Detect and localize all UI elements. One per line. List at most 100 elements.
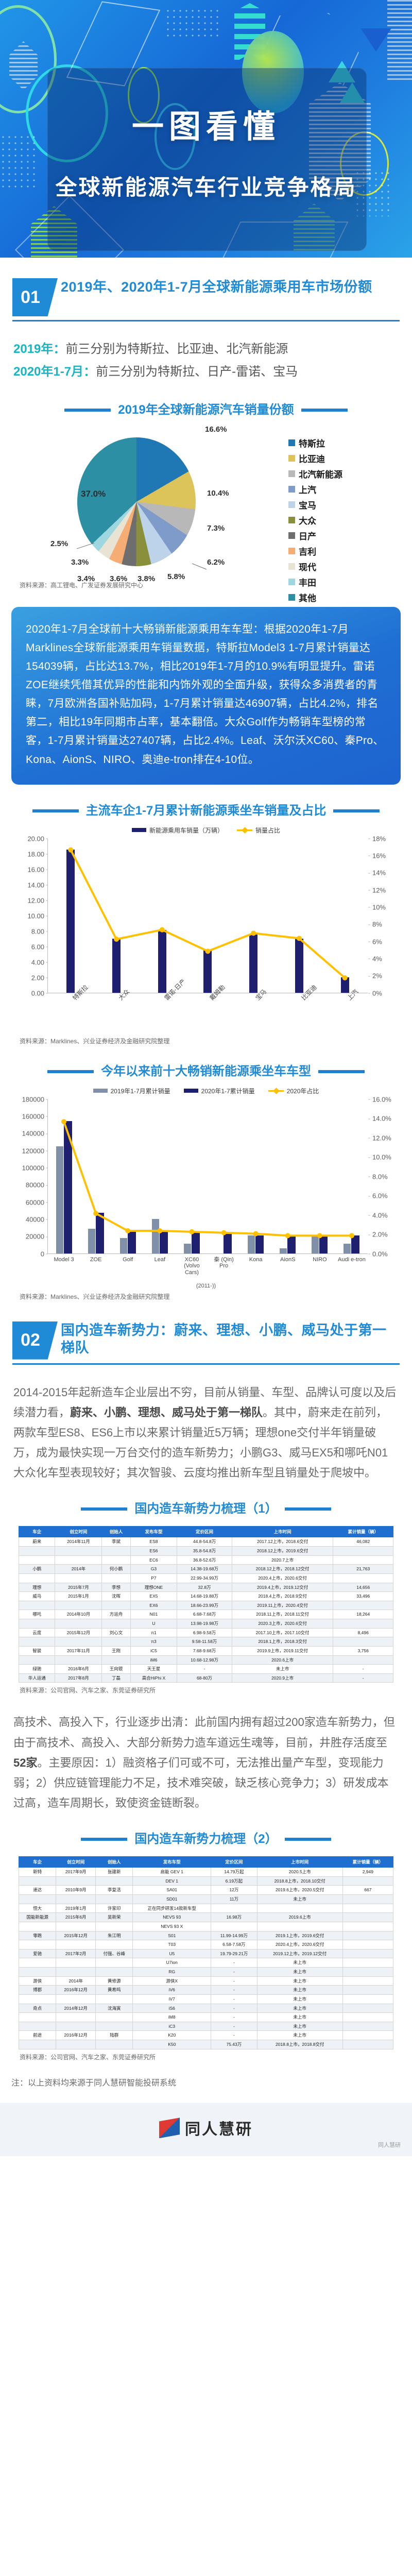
table-cell: EX5 bbox=[130, 1591, 178, 1601]
table-cell bbox=[55, 1555, 102, 1565]
table-cell: - bbox=[211, 1994, 258, 2004]
bar-group: 雷诺-日产 bbox=[139, 930, 187, 1002]
table-cell: 2020.9上市 bbox=[231, 1673, 334, 1683]
legend-label: 2019年1-7月累计销量 bbox=[110, 1087, 170, 1095]
table-cell: 付强、谷峰 bbox=[95, 1948, 133, 1959]
table-cell: 44.8-54.8万 bbox=[177, 1537, 232, 1547]
table-cell: 10.68-12.98万 bbox=[177, 1655, 232, 1665]
table-cell: 速达 bbox=[19, 1885, 57, 1895]
section-02-title: 国内造车新势力：蔚来、理想、小鹏、威马处于第一梯队 bbox=[61, 1322, 387, 1356]
legend-item: 日产 bbox=[288, 529, 342, 542]
legend-swatch bbox=[288, 563, 295, 570]
bar bbox=[158, 930, 166, 993]
y-axis-tick-left: 16.00 bbox=[27, 866, 48, 873]
table-cell: 19.79-29.21万 bbox=[211, 1948, 258, 1959]
title-rule-left bbox=[32, 809, 79, 812]
legend-swatch bbox=[288, 532, 295, 539]
y-axis-tick-right: 16.0% bbox=[368, 1095, 391, 1103]
table-cell bbox=[101, 1655, 131, 1665]
trend-line bbox=[61, 1118, 354, 1239]
pie-label-baic: 7.3% bbox=[207, 523, 225, 533]
legend-label: 新能源乘用车销量（万辆） bbox=[149, 826, 224, 834]
bar-group: 比亚迪 bbox=[277, 938, 322, 1002]
highlight-2019: 2019年：前三分别为特斯拉、比亚迪、北汽新能源 bbox=[13, 338, 399, 361]
pie-chart-title: 2019年全球新能源汽车销量份额 bbox=[118, 402, 294, 417]
pie-label-others: 37.0% bbox=[81, 488, 106, 499]
table-cell bbox=[19, 2012, 57, 2022]
table-cell: S01 bbox=[132, 1930, 212, 1941]
table-cell bbox=[211, 1921, 258, 1931]
highlight-2019-key: 2019年： bbox=[13, 342, 66, 356]
table-cell: 爱驰 bbox=[19, 1948, 57, 1959]
table-cell: N01 bbox=[130, 1609, 178, 1620]
table-cell: 未上市 bbox=[256, 2021, 343, 2031]
bar-group: ZOE bbox=[80, 1213, 112, 1263]
legend-item: 2020年占比 bbox=[268, 1087, 319, 1095]
y-axis-tick-left: 160000 bbox=[22, 1112, 48, 1120]
table-cell: 2019年1月 bbox=[56, 1903, 96, 1913]
table-cell bbox=[19, 1546, 56, 1556]
table-cell: 2019.6上市 bbox=[256, 1912, 343, 1922]
table-row: RG - 未上市 bbox=[19, 1967, 393, 1977]
legend-swatch bbox=[288, 454, 295, 462]
table-cell bbox=[342, 2040, 393, 2049]
infographic-page: 一图看懂 全球新能源汽车行业竞争格局 01 2019年、2020年1-7月全球新… bbox=[0, 0, 412, 2156]
table-cell: 李想 bbox=[101, 1582, 131, 1592]
table-cell: 2018.12上市，2019.6交付 bbox=[231, 1546, 334, 1556]
table-cell bbox=[19, 1600, 56, 1611]
brand-logo: 同人慧研 bbox=[159, 2116, 253, 2139]
legend-label: 2020年占比 bbox=[286, 1087, 319, 1095]
table-row: 奇点 2014年12月 沈海寅 iS6- 未上市 bbox=[19, 2003, 393, 2013]
table-cell: 2020.5上市 bbox=[256, 1867, 343, 1877]
y-axis-tick-left: 8.00 bbox=[31, 927, 48, 935]
title-rule-left bbox=[81, 1507, 128, 1511]
table-cell bbox=[342, 1876, 393, 1886]
y-axis-tick-right: 2.0% bbox=[368, 1231, 388, 1239]
title-rule-left bbox=[64, 408, 111, 412]
title-rule-left bbox=[47, 1070, 94, 1073]
table-cell: 哪吒 bbox=[19, 1609, 56, 1620]
legend-item: 现代 bbox=[288, 560, 342, 573]
table-row: NEVS 93 X bbox=[19, 1921, 393, 1931]
table-row: 华人运通 2017年8月 丁磊 高合HiPhi X 68-80万 2020.9上市 - bbox=[19, 1673, 393, 1683]
table-cell: 2020.4上市，2020.6交付 bbox=[231, 1573, 334, 1583]
table-cell bbox=[342, 1912, 393, 1922]
table-cell bbox=[342, 1903, 393, 1913]
table-cell bbox=[333, 1555, 393, 1565]
table-cell: iC3 bbox=[132, 2021, 212, 2031]
table-cell bbox=[19, 1876, 57, 1886]
x-axis-label: ZOE bbox=[90, 1256, 102, 1263]
table-cell: iM6 bbox=[130, 1655, 178, 1665]
bar-group: Leaf bbox=[144, 1219, 176, 1263]
table-cell: 2020.3上市，2020.6交付 bbox=[231, 1619, 334, 1629]
legend-label: 销量占比 bbox=[255, 826, 281, 834]
table-row: EX6 18.66-23.99万 2019.11上市，2020.4交付 bbox=[19, 1600, 393, 1611]
table-cell bbox=[95, 1967, 133, 1977]
table-header-cell: 累计销量（辆） bbox=[333, 1526, 393, 1538]
hero-title: 一图看懂 bbox=[131, 109, 280, 145]
bar bbox=[191, 1231, 200, 1253]
section-02-number: 02 bbox=[12, 1321, 58, 1360]
bar bbox=[319, 1236, 328, 1253]
table-cell bbox=[333, 1600, 393, 1611]
deco-stripe-hex bbox=[387, 0, 412, 82]
bar-group: XC60 (Volvo Cars) bbox=[176, 1231, 208, 1276]
table-row: U 13.98-19.98万 2020.3上市，2020.6交付 bbox=[19, 1619, 393, 1629]
y-axis-tick-right: 0.0% bbox=[368, 1250, 388, 1258]
table-cell: NEVS 93 X bbox=[132, 1921, 212, 1931]
table-cell: 2014年12月 bbox=[56, 2003, 96, 2013]
table-cell: 21,763 bbox=[333, 1564, 393, 1574]
legend-label: 2020年1-7累计销量 bbox=[201, 1087, 255, 1095]
table-cell: ES8 bbox=[130, 1537, 178, 1547]
bar bbox=[287, 1235, 296, 1253]
pie-label-tesla: 16.6% bbox=[205, 425, 227, 434]
table-cell bbox=[56, 1994, 96, 2004]
table-cell: 李斌 bbox=[101, 1537, 131, 1547]
table-cell bbox=[55, 1573, 102, 1583]
table-row: DEV 1 6.19万起 2018.8上市，2018.10交付 bbox=[19, 1876, 393, 1886]
y-axis-tick-right: 8.0% bbox=[368, 1173, 388, 1180]
table-cell: 2015年12月 bbox=[55, 1628, 102, 1638]
table-cell: 威马 bbox=[19, 1591, 56, 1601]
table-cell: 2017.12上市，2018.6交付 bbox=[231, 1537, 334, 1547]
table-cell bbox=[342, 1958, 393, 1968]
